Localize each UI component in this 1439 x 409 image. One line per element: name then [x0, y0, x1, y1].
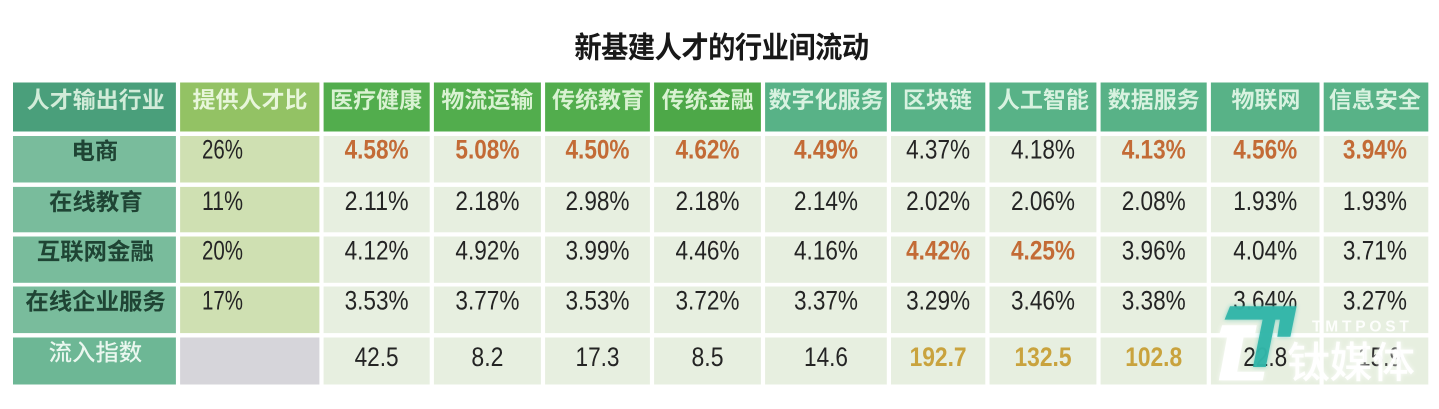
svg-text:4.42%: 4.42% — [906, 236, 970, 266]
svg-text:2.06%: 2.06% — [1011, 186, 1075, 216]
svg-text:4.92%: 4.92% — [455, 236, 519, 266]
svg-text:3.94%: 3.94% — [1343, 135, 1407, 165]
svg-text:14.6: 14.6 — [804, 342, 848, 372]
svg-text:5.08%: 5.08% — [455, 135, 519, 165]
svg-text:17%: 17% — [202, 286, 243, 316]
svg-text:3.77%: 3.77% — [455, 286, 519, 316]
svg-text:42.5: 42.5 — [355, 342, 399, 372]
svg-text:4.04%: 4.04% — [1233, 236, 1297, 266]
svg-text:8.5: 8.5 — [692, 342, 724, 372]
svg-text:192.7: 192.7 — [910, 342, 967, 372]
svg-text:132.5: 132.5 — [1015, 342, 1072, 372]
svg-text:3.29%: 3.29% — [906, 286, 970, 316]
svg-text:3.53%: 3.53% — [566, 286, 630, 316]
svg-text:3.27%: 3.27% — [1343, 286, 1407, 316]
svg-text:3.37%: 3.37% — [794, 286, 858, 316]
svg-text:8.2: 8.2 — [471, 342, 503, 372]
svg-text:1.93%: 1.93% — [1343, 186, 1407, 216]
svg-text:4.37%: 4.37% — [906, 135, 970, 165]
svg-text:4.13%: 4.13% — [1122, 135, 1186, 165]
svg-text:4.62%: 4.62% — [676, 135, 740, 165]
svg-text:3.53%: 3.53% — [345, 286, 409, 316]
svg-text:4.56%: 4.56% — [1233, 135, 1297, 165]
svg-text:3.96%: 3.96% — [1122, 236, 1186, 266]
svg-text:20%: 20% — [202, 236, 243, 266]
svg-text:4.46%: 4.46% — [676, 236, 740, 266]
svg-text:2.11%: 2.11% — [345, 186, 409, 216]
svg-text:4.49%: 4.49% — [794, 135, 858, 165]
svg-text:26%: 26% — [202, 135, 243, 165]
svg-text:4.16%: 4.16% — [794, 236, 858, 266]
svg-text:11%: 11% — [202, 186, 243, 216]
svg-text:2.02%: 2.02% — [906, 186, 970, 216]
svg-text:3.46%: 3.46% — [1011, 286, 1075, 316]
svg-text:2.98%: 2.98% — [566, 186, 630, 216]
svg-text:3.38%: 3.38% — [1122, 286, 1186, 316]
svg-text:4.25%: 4.25% — [1011, 236, 1075, 266]
svg-text:4.58%: 4.58% — [345, 135, 409, 165]
svg-text:17.3: 17.3 — [576, 342, 620, 372]
svg-text:2.18%: 2.18% — [676, 186, 740, 216]
svg-text:102.8: 102.8 — [1125, 342, 1182, 372]
svg-text:3.99%: 3.99% — [566, 236, 630, 266]
svg-text:1.93%: 1.93% — [1233, 186, 1297, 216]
svg-text:3.71%: 3.71% — [1343, 236, 1407, 266]
svg-text:3.72%: 3.72% — [676, 286, 740, 316]
svg-text:2.08%: 2.08% — [1122, 186, 1186, 216]
svg-text:2.14%: 2.14% — [794, 186, 858, 216]
svg-text:2.18%: 2.18% — [455, 186, 519, 216]
svg-text:4.18%: 4.18% — [1011, 135, 1075, 165]
svg-text:4.12%: 4.12% — [345, 236, 409, 266]
svg-text:4.50%: 4.50% — [566, 135, 630, 165]
svg-text:TMTPOST: TMTPOST — [1312, 319, 1413, 336]
